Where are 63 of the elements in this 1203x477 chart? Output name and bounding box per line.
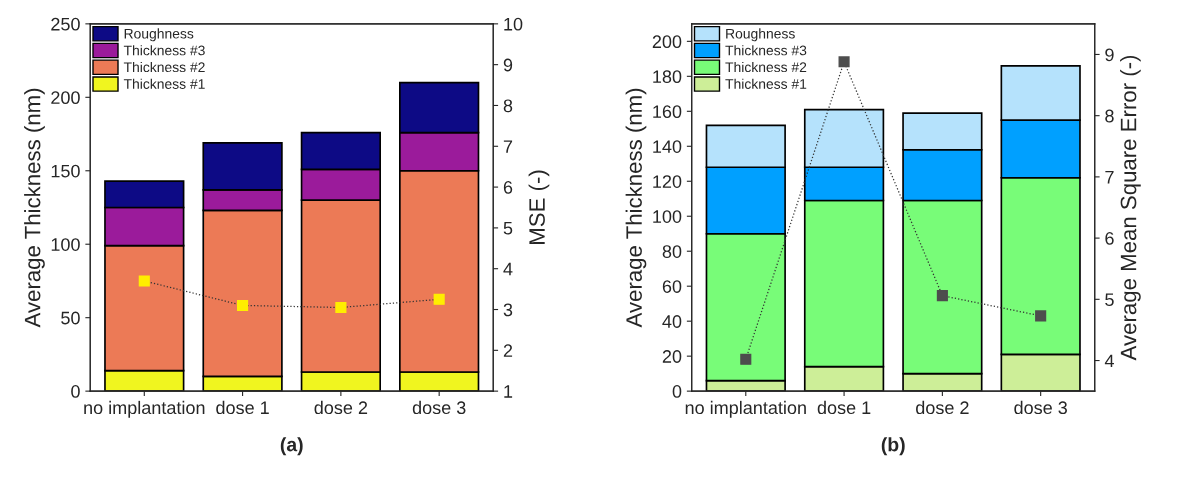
y2-tick-label: 10 [504, 17, 523, 31]
x-tick-label: no implantation [84, 400, 205, 418]
point [740, 353, 752, 365]
x-tick-label: dose 3 [412, 400, 466, 415]
x-tick-label: no implantation [685, 400, 806, 418]
y2-tick-label: 9 [503, 58, 513, 72]
y-tick-label: 100 [51, 238, 80, 251]
y2-tick-label: 2 [503, 344, 513, 357]
y2-tick-label: 9 [1105, 48, 1114, 62]
y-tick-label: 250 [51, 17, 80, 31]
y-tick-label: 100 [653, 210, 682, 223]
legend-label: Roughness [124, 28, 194, 42]
y-tick-label: 150 [51, 164, 80, 178]
y-tick-label: 20 [662, 350, 682, 363]
y-tick-label: 120 [653, 175, 682, 188]
y2-tick-label: 4 [503, 262, 513, 276]
x-axis-title: (b) [881, 437, 905, 456]
legend-label: Thickness #2 [123, 61, 205, 73]
y2-tick-label: 4 [1104, 354, 1114, 368]
y-tick-label: 0 [71, 385, 80, 398]
y2-tick-label: 3 [503, 303, 513, 317]
point [237, 299, 249, 311]
y-tick-label: 50 [61, 311, 80, 325]
y2-axis-title: Average Mean Square Error (-) [1120, 55, 1141, 361]
point [138, 275, 150, 287]
y-axis-title: Average Thickness (nm) [625, 88, 647, 328]
legend-label: Thickness #1 [725, 78, 807, 89]
point [936, 290, 948, 302]
y2-tick-label: 8 [503, 99, 513, 113]
y2-tick-label: 7 [503, 140, 513, 153]
y-tick-label: 80 [662, 245, 682, 258]
y-tick-label: 140 [653, 140, 682, 153]
x-tick-label: dose 3 [1014, 400, 1067, 415]
y-tick-label: 40 [662, 315, 682, 328]
y2-tick-label: 6 [1105, 232, 1114, 245]
point [838, 56, 850, 68]
x-tick-label: dose 2 [314, 400, 368, 415]
point [1035, 310, 1047, 322]
legend-label: Roughness [726, 28, 795, 42]
y-tick-label: 160 [653, 105, 682, 119]
legend-label: Thickness #3 [725, 45, 807, 56]
y2-tick-label: 8 [1105, 109, 1114, 123]
x-tick-label: dose 2 [916, 400, 969, 415]
legend-label: Thickness #3 [123, 45, 205, 56]
y2-tick-label: 7 [1105, 171, 1114, 184]
y2-tick-label: 6 [503, 181, 513, 194]
point [433, 293, 445, 305]
y-axis-title: Average Thickness (nm) [24, 88, 45, 328]
y-tick-label: 180 [653, 70, 682, 84]
legend-label: Thickness #2 [725, 61, 807, 73]
y-tick-label: 60 [662, 280, 682, 293]
y2-tick-label: 5 [1105, 293, 1114, 307]
x-tick-label: dose 1 [817, 400, 871, 415]
x-axis-title: (a) [280, 437, 303, 456]
x-tick-label: dose 1 [216, 400, 269, 415]
y2-axis-title: MSE (-) [528, 170, 550, 244]
y2-tick-label: 5 [503, 222, 513, 235]
legend-label: Thickness #1 [123, 78, 205, 89]
y2-tick-label: 1 [504, 385, 513, 398]
y-tick-label: 200 [652, 35, 682, 49]
y-tick-label: 200 [51, 91, 80, 105]
y-tick-label: 0 [672, 385, 682, 398]
point [335, 301, 347, 314]
